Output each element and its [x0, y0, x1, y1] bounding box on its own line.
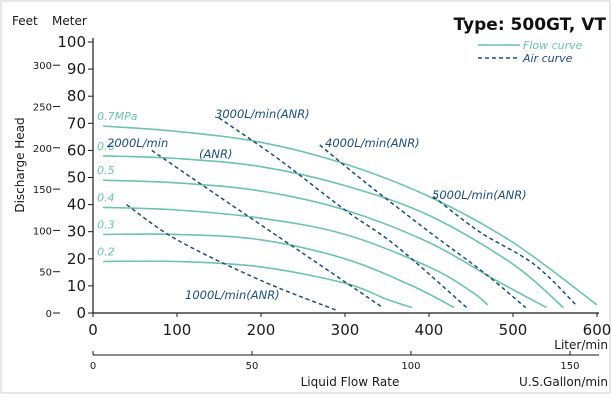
legend-air-label: Air curve — [522, 52, 573, 65]
y-tick-label: 60 — [67, 141, 86, 159]
y-tick-label: 20 — [67, 250, 86, 268]
air-curve-1 — [151, 149, 384, 309]
flow-curve-1 — [103, 155, 564, 309]
x-tick-label: 0 — [88, 321, 98, 339]
usgal-tick-label: 50 — [246, 361, 259, 372]
y-tick-label: 90 — [67, 60, 86, 78]
x-tick-label: 600 — [583, 321, 611, 339]
flow-curve-label-0: 0.7MPa — [97, 110, 138, 123]
air-curve-label-4: 5000L/min(ANR) — [432, 188, 527, 202]
air-curve-label-1-suffix: (ANR) — [199, 147, 232, 161]
usgal-tick-label: 150 — [560, 361, 579, 372]
feet-tick-label: 0 — [46, 309, 52, 320]
feet-tick-label: 200 — [33, 144, 52, 155]
flow-curve-label-4: 0.3 — [97, 218, 115, 231]
air-curve-label-0: 1000L/min(ANR) — [185, 288, 280, 302]
y-tick-label: 50 — [67, 169, 86, 187]
flow-curve-5 — [103, 260, 413, 309]
air-curve-label-3: 4000L/min(ANR) — [325, 136, 420, 150]
feet-tick-label: 250 — [33, 102, 52, 113]
flow-curve-0 — [103, 125, 598, 306]
usgal-tick-label: 100 — [401, 361, 420, 372]
y-tick-label: 30 — [67, 223, 86, 241]
x-tick-label: 400 — [415, 321, 444, 339]
flow-curve-label-2: 0.5 — [97, 164, 115, 177]
usgal-tick-label: 0 — [90, 361, 96, 372]
feet-tick-label: 300 — [33, 61, 52, 72]
x-tick-label: 300 — [331, 321, 360, 339]
air-curve-2 — [218, 117, 468, 309]
air-curve-label-2: 3000L/min(ANR) — [215, 107, 310, 121]
flow-curve-label-1: 0.6 — [97, 140, 115, 153]
air-curve-4 — [432, 195, 577, 306]
y-tick-label: 100 — [57, 33, 86, 51]
legend: Flow curve Air curve — [478, 39, 583, 65]
y-tick-label: 40 — [67, 196, 86, 214]
y-unit-feet-label: Feet — [12, 14, 38, 28]
air-curve-3 — [319, 144, 527, 309]
x-unit-usgal-label: U.S.Gallon/min — [519, 375, 608, 389]
y-tick-label: 70 — [67, 114, 86, 132]
x-tick-label: 100 — [163, 321, 192, 339]
flow-curve-label-3: 0.4 — [97, 191, 115, 204]
air-curve-0 — [126, 203, 337, 311]
y-unit-meter-label: Meter — [52, 14, 87, 28]
x-unit-liter-label: Liter/min — [554, 338, 608, 352]
x-tick-label: 500 — [499, 321, 528, 339]
chart-title: Type: 500GT, VT — [453, 15, 606, 35]
feet-tick-label: 50 — [39, 268, 52, 279]
y-axis-title: Discharge Head — [13, 117, 27, 212]
flow-curve-3 — [103, 206, 489, 306]
air-curve-label-1: 2000L/min — [107, 136, 168, 150]
y-tick-label: 0 — [76, 304, 86, 322]
flow-curve-label-5: 0.2 — [97, 246, 115, 259]
y-tick-label: 80 — [67, 87, 86, 105]
legend-flow-label: Flow curve — [523, 39, 583, 52]
x-tick-label: 200 — [247, 321, 276, 339]
x-axis-title: Liquid Flow Rate — [301, 375, 400, 389]
feet-tick-label: 150 — [33, 185, 52, 196]
y-tick-label: 10 — [67, 277, 86, 295]
flow-curve-4 — [103, 233, 455, 309]
feet-tick-label: 100 — [33, 226, 52, 237]
